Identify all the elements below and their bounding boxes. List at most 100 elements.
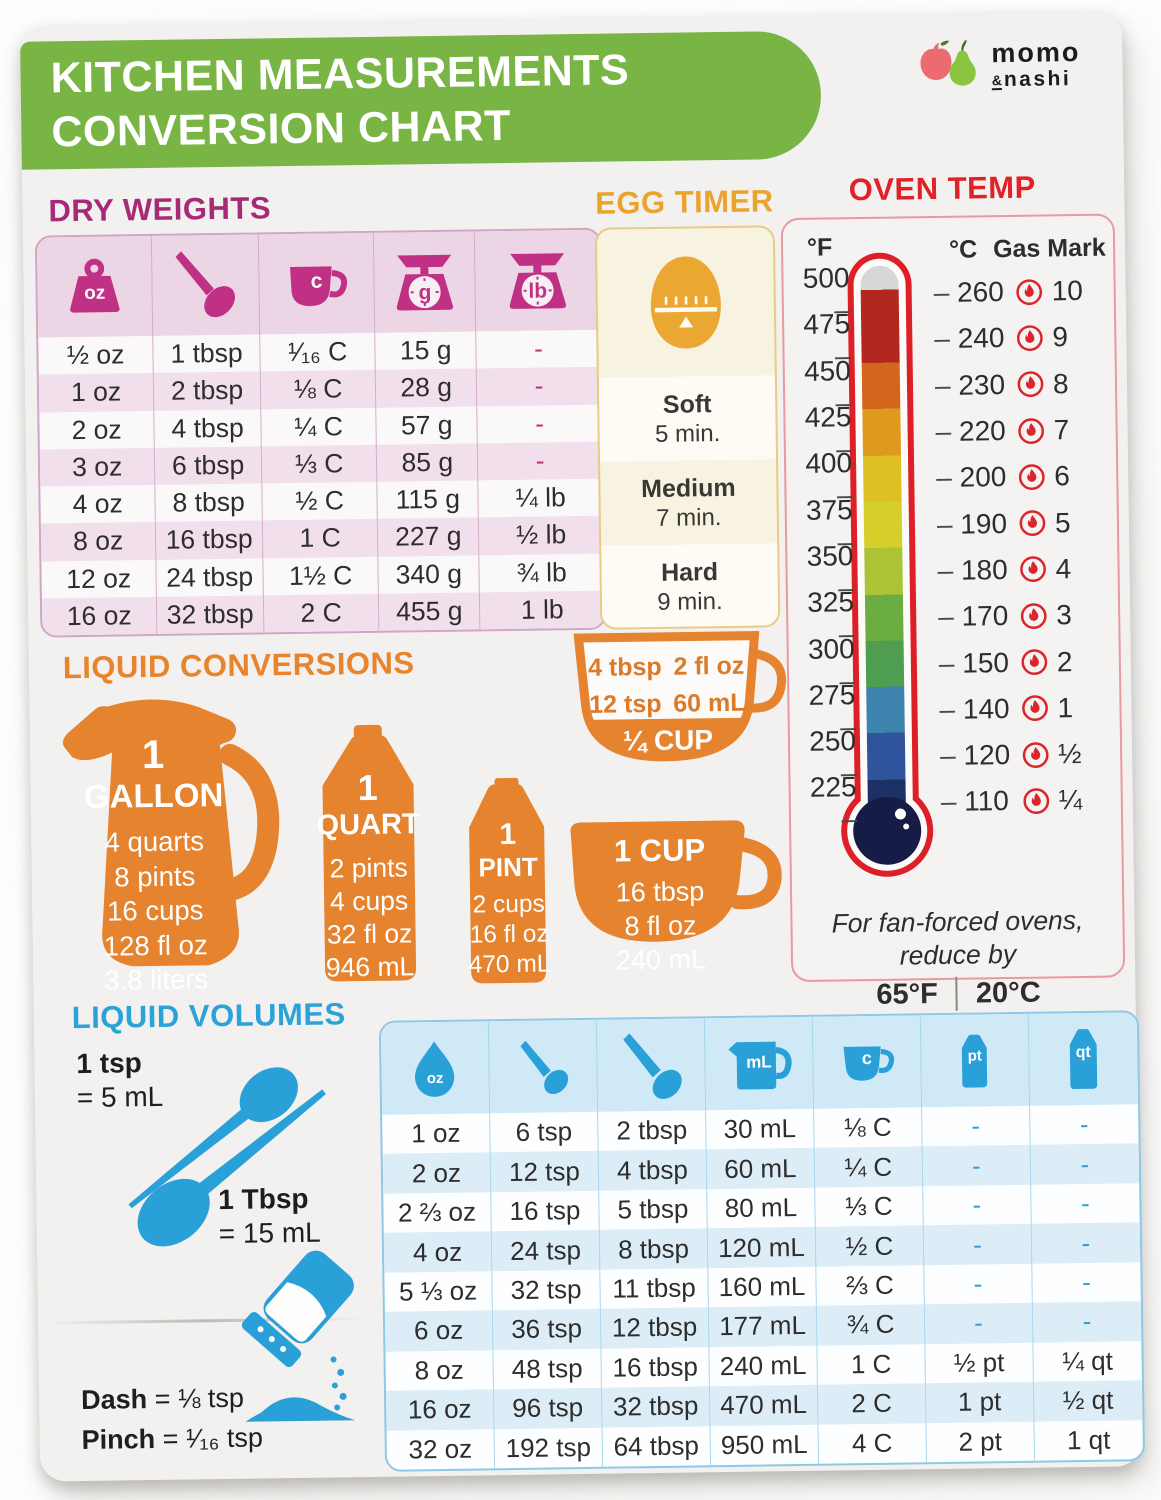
gas-mark: 2: [1021, 646, 1073, 679]
table-cell: 115 g: [377, 480, 480, 520]
table-cell: ¼ C: [261, 407, 377, 447]
table-cell: 8 tbsp: [155, 483, 263, 523]
gallon-equiv: 8 pints: [114, 859, 196, 893]
flame-icon: [1016, 325, 1043, 352]
table-cell: ¾ lb: [516, 556, 567, 588]
table-cell: -: [1080, 1188, 1090, 1219]
liquid-volumes-title: LIQUID VOLUMES: [71, 996, 346, 1036]
oven-temp-row: 3751905: [787, 494, 1118, 550]
table-cell: -: [534, 408, 545, 439]
oven-temp-row: 2751401: [789, 679, 1120, 735]
table-cell: 3 oz: [39, 447, 156, 487]
brand-name-nashi: nashi: [1003, 67, 1072, 92]
table-cell: 28 g: [375, 368, 478, 408]
oven-temp-row: 4002006: [786, 448, 1117, 504]
cup-equiv: 240 mL: [615, 944, 707, 976]
oven-temp-rows: 5002601047524094502308425220740020063751…: [783, 262, 1122, 828]
table-cell: 2 oz: [382, 1152, 492, 1194]
table-cell: -: [921, 1105, 1031, 1147]
egg-timer-row-medium: Medium 7 min.: [600, 459, 777, 545]
table-cell: 12 tsp: [490, 1151, 600, 1193]
cup-icon: c: [281, 255, 352, 313]
flame-icon: [1018, 464, 1045, 490]
table-cell: 4 C: [818, 1422, 927, 1464]
table-cell: 340 g: [378, 554, 481, 594]
oz-weight-icon: oz: [62, 257, 127, 316]
celsius-value: 260: [933, 276, 1004, 309]
tablespoon-icon: [616, 1031, 685, 1100]
table-cell: ⅓ C: [261, 444, 378, 484]
table-cell: 192 tsp: [494, 1427, 604, 1469]
pinch-value: = ¹⁄₁₆ tsp: [162, 1422, 264, 1454]
celsius-value: 190: [937, 508, 1008, 541]
table-cell: 96 tsp: [493, 1387, 603, 1429]
flame-icon: [1019, 510, 1046, 537]
liquid-conversions-title: LIQUID CONVERSIONS: [62, 645, 415, 686]
table-cell: ½ lb: [515, 519, 567, 551]
dry-weights-body: ½ oz 1 tbsp ¹⁄₁₆ C 15 g - 1 oz 2 tbsp ⅛ C 28 g - 2…: [38, 330, 605, 636]
gas-mark-value: 8: [1052, 367, 1069, 400]
table-cell: 2 C: [263, 593, 380, 633]
table-cell: 1 qt: [1066, 1424, 1111, 1456]
table-cell: 1 oz: [382, 1113, 491, 1155]
table-cell: -: [1081, 1266, 1091, 1298]
salt-shaker-icon: [241, 1250, 356, 1422]
divider: [955, 976, 959, 1011]
flame-icon: [1020, 556, 1046, 583]
table-cell: 8 oz: [40, 522, 157, 562]
scale-pounds-icon: lb: [502, 249, 573, 312]
brand-ampersand: &: [991, 72, 1003, 91]
quart-unit: QUART: [316, 808, 420, 842]
table-cell: -: [1081, 1227, 1091, 1258]
oven-temp-row: 225110¼: [791, 772, 1122, 828]
fan-forced-note: For fan-forced ovens, reduce by 65°F 20°…: [802, 904, 1113, 1013]
cup-icon: c: [837, 1038, 898, 1087]
table-cell: -: [924, 1302, 1034, 1344]
dash-label: Dash: [80, 1384, 148, 1416]
table-cell: ½ qt: [1062, 1384, 1114, 1416]
table-cell: 4 oz: [40, 484, 157, 524]
table-cell: 4 oz: [383, 1231, 493, 1273]
oven-temp-panel: °F °C Gas Mark 5002601047524094502308425…: [780, 213, 1126, 1011]
table-cell: 32 tbsp: [601, 1386, 711, 1428]
table-cell: ¼ C: [814, 1146, 924, 1188]
egg-doneness-label: Medium: [640, 473, 736, 503]
brand-name-momo: momo: [991, 36, 1081, 69]
quarter-cup-label: ¼ CUP: [622, 724, 714, 757]
quarter-cup-equiv: 4 tbsp: [587, 652, 662, 682]
celsius-value: 150: [939, 647, 1010, 680]
celsius-value: 180: [937, 554, 1008, 587]
gas-mark: 7: [1017, 414, 1069, 447]
table-cell: 12 oz: [41, 559, 158, 599]
table-cell: 2 oz: [39, 410, 155, 450]
gallon-equiv: 4 quarts: [104, 825, 205, 858]
table-cell: ⅛ C: [260, 370, 377, 409]
egg-doneness-label: Soft: [662, 389, 712, 419]
gas-mark: 3: [1020, 599, 1072, 632]
table-cell: 16 oz: [385, 1389, 495, 1431]
teaspoon-icon: [128, 1067, 298, 1209]
oz-column-label: oz: [84, 282, 106, 304]
egg-timer-row-hard: Hard 9 min.: [601, 543, 779, 630]
gas-mark-value: 7: [1053, 414, 1070, 446]
table-cell: 4 tbsp: [598, 1149, 708, 1191]
table-cell: ⅔ C: [816, 1265, 925, 1306]
oven-temp-row: 250120½: [790, 725, 1121, 781]
table-cell: 32 tbsp: [157, 595, 265, 634]
table-cell: -: [923, 1184, 1032, 1226]
egg-timer-icon: [650, 256, 721, 349]
gas-mark: 6: [1018, 460, 1070, 493]
peach-pear-icon: [920, 39, 976, 86]
table-cell: 32 tsp: [492, 1269, 601, 1311]
table-cell: -: [534, 370, 544, 401]
egg-doneness-label: Hard: [660, 557, 719, 587]
celsius-value: 110: [941, 785, 1009, 818]
table-cell: 16 tsp: [491, 1190, 600, 1232]
note-fahrenheit-value: 65°F: [876, 977, 939, 1011]
table-cell: ½ C: [262, 481, 378, 521]
gallon-equiv: 128 fl oz: [103, 928, 208, 962]
table-cell: 64 tbsp: [602, 1425, 712, 1467]
gas-mark-value: 4: [1055, 553, 1072, 585]
pounds-column-label: lb: [528, 279, 548, 303]
egg-time-value: 9 min.: [657, 587, 723, 616]
